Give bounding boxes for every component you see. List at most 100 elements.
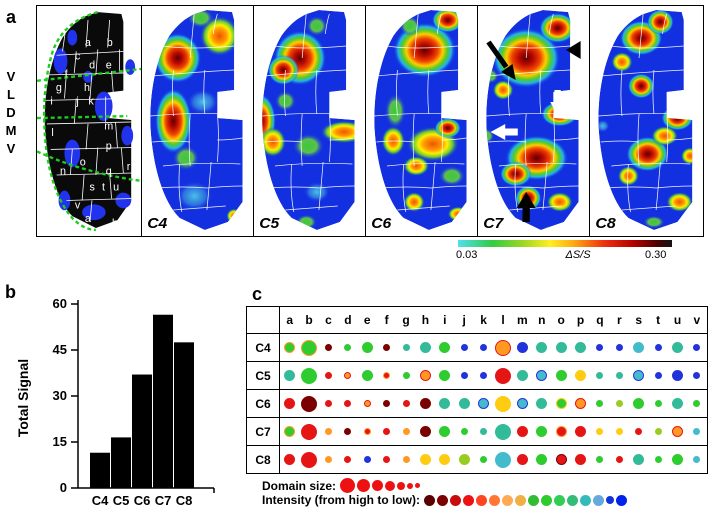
domain-dot <box>439 370 451 381</box>
size-legend-dot <box>407 482 414 489</box>
domain-dot <box>324 372 332 379</box>
domain-dot <box>575 426 587 437</box>
domain-dot <box>480 456 488 463</box>
bar-chart-ytick: 15 <box>53 434 67 449</box>
size-legend-dot <box>385 480 396 491</box>
dot-cell-c7-n <box>532 418 551 445</box>
domain-dot <box>419 342 431 353</box>
domain-dot <box>615 344 623 351</box>
domain-dot <box>301 395 318 412</box>
column-header-m: m <box>517 313 528 327</box>
intensity-legend-dot <box>501 494 513 506</box>
heatmap-panel-c7: C7 <box>477 5 590 237</box>
colorbar-min-label: 0.03 <box>456 249 478 261</box>
dot-cell-c5-s <box>629 362 648 389</box>
dot-cell-c7-h <box>416 418 435 445</box>
domain-dot <box>383 344 391 351</box>
dot-cell-c4-i <box>435 334 454 361</box>
dot-cell-c5-m <box>513 362 532 389</box>
bar-c6 <box>132 374 152 488</box>
dot-cell-c7-d <box>338 418 357 445</box>
row-label-c4: C4 <box>247 334 280 361</box>
domain-dot <box>633 398 645 409</box>
legend-intensity: Intensity (from high to low): <box>262 493 627 507</box>
domain-dot <box>419 398 431 409</box>
domain-dot <box>615 372 623 379</box>
column-header-f: f <box>384 313 389 327</box>
intensity-legend-dot <box>488 494 500 506</box>
dot-cell-c6-l <box>493 390 512 417</box>
domain-dot <box>301 339 318 356</box>
domain-dot <box>536 370 548 381</box>
domain-dot <box>693 456 701 463</box>
column-header-l: l <box>501 313 505 327</box>
domain-dot <box>419 370 431 381</box>
domain-dot <box>654 456 662 463</box>
dot-cell-c6-p <box>571 390 590 417</box>
dot-cell-c4-n <box>532 334 551 361</box>
domain-dot <box>672 370 683 381</box>
dot-cell-c5-i <box>435 362 454 389</box>
dot-cell-c5-v <box>687 362 706 389</box>
domain-dot <box>284 370 296 381</box>
domain-letter-a: a <box>85 213 91 225</box>
dot-cell-c5-n <box>532 362 551 389</box>
dot-table-corner <box>247 307 280 333</box>
row-label-c6: C6 <box>247 390 280 417</box>
domain-dot <box>478 398 490 409</box>
dot-cell-c4-o <box>551 334 570 361</box>
domain-dot <box>383 456 391 463</box>
dot-cell-c7-f <box>377 418 396 445</box>
domain-dot <box>458 454 470 465</box>
domain-dot <box>383 400 391 407</box>
dot-cell-c6-a <box>280 390 299 417</box>
domain-letter-q: q <box>106 166 112 178</box>
dot-cell-c4-c <box>319 334 338 361</box>
dot-cell-c4-r <box>610 334 629 361</box>
domain-letter-s: s <box>89 181 94 193</box>
dot-cell-c6-e <box>358 390 377 417</box>
domain-dot <box>596 428 604 435</box>
domain-dot <box>654 428 662 435</box>
dot-cell-c8-k <box>474 446 493 473</box>
domain-dot <box>516 342 528 353</box>
domain-dot <box>615 428 623 435</box>
domain-dot <box>516 454 528 465</box>
dot-cell-c8-h <box>416 446 435 473</box>
domain-dot <box>363 428 371 435</box>
legend-intensity-label: Intensity (from high to low): <box>262 493 420 507</box>
domain-dot <box>615 400 623 407</box>
domain-letter-u: u <box>113 181 119 193</box>
dot-cell-c8-f <box>377 446 396 473</box>
domain-dot <box>494 395 511 412</box>
axis-letter-v-4: V <box>6 141 16 156</box>
domain-letter-c: c <box>75 50 81 62</box>
dot-cell-c7-a <box>280 418 299 445</box>
domain-dot <box>516 370 528 381</box>
domain-dot <box>460 344 468 351</box>
dot-cell-c4-s <box>629 334 648 361</box>
dot-cell-c8-p <box>571 446 590 473</box>
bar-chart-ytick: 0 <box>60 480 67 495</box>
domain-dot <box>361 370 373 381</box>
domain-dot <box>516 426 528 437</box>
dot-cell-c6-n <box>532 390 551 417</box>
size-legend-dot <box>340 478 356 493</box>
domain-letter-e: e <box>106 60 112 72</box>
dot-cell-c6-d <box>338 390 357 417</box>
dot-cell-c6-c <box>319 390 338 417</box>
intensity-legend-dot <box>462 494 474 506</box>
dot-table-row-c4: C4 <box>247 333 707 361</box>
intensity-legend-dot <box>449 494 461 506</box>
domain-dot <box>693 344 701 351</box>
intensity-legend-dot <box>566 494 578 506</box>
domain-dot <box>575 454 587 465</box>
bar-chart-ytick: 45 <box>53 342 67 357</box>
intensity-legend-dot <box>615 494 627 506</box>
domain-dot <box>361 342 373 353</box>
domain-dot <box>344 372 352 379</box>
dot-cell-c8-j <box>455 446 474 473</box>
black-arrowhead-left <box>565 41 581 59</box>
dot-cell-c8-c <box>319 446 338 473</box>
domain-dot <box>516 398 528 409</box>
